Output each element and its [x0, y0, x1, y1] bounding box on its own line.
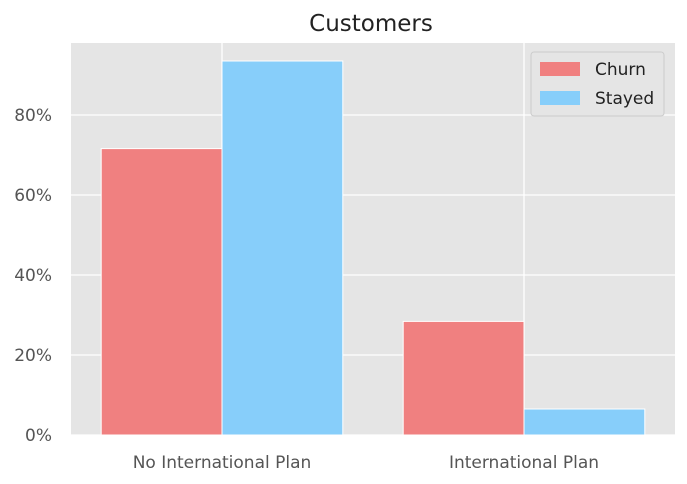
x-tick-label: International Plan: [449, 453, 599, 473]
legend-label-stayed: Stayed: [595, 89, 654, 109]
y-tick-label: 80%: [14, 106, 52, 126]
legend-swatch-stayed: [540, 91, 580, 105]
legend-label-churn: Churn: [595, 60, 646, 80]
y-tick-label: 40%: [14, 266, 52, 286]
x-axis: No International Plan International Plan: [133, 453, 599, 473]
bar-churn-1: [100, 148, 223, 436]
bar-stayed-1: [221, 60, 344, 436]
bar-stayed-2: [523, 408, 646, 436]
legend: Churn Stayed: [530, 51, 665, 117]
bar-churn-2: [402, 320, 525, 436]
bars: [100, 60, 646, 436]
chart-title: Customers: [309, 11, 433, 37]
legend-swatch-churn: [540, 62, 580, 76]
y-tick-label: 60%: [14, 186, 52, 206]
y-tick-label: 20%: [14, 346, 52, 366]
x-tick-label: No International Plan: [133, 453, 312, 473]
y-tick-label: 0%: [25, 426, 52, 446]
y-axis: 0% 20% 40% 60% 80%: [14, 106, 52, 446]
